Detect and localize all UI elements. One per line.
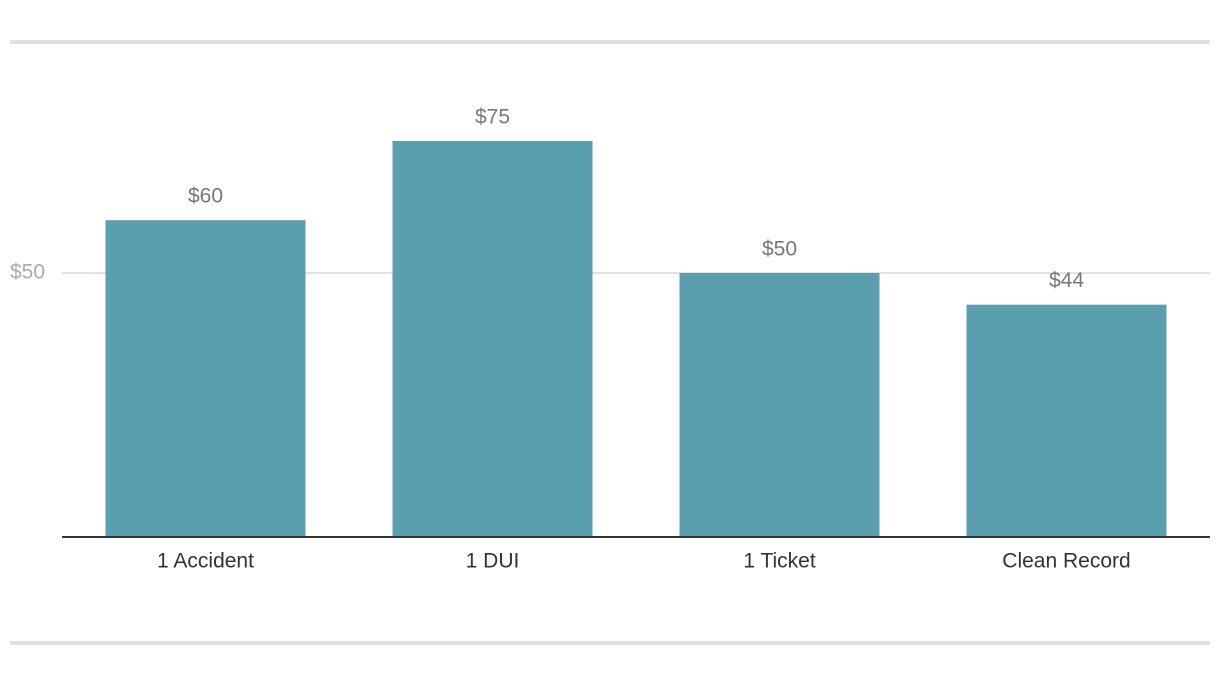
value-label: $44 [1049,269,1084,292]
y-tick-label: $50 [10,261,45,284]
value-label: $50 [762,238,797,261]
bottom-rule [10,641,1210,645]
x-tick-label: 1 Ticket [743,550,816,573]
x-tick-label: 1 DUI [466,550,520,573]
bar [105,220,306,537]
x-tick-label: 1 Accident [157,550,254,573]
value-label: $60 [188,185,223,208]
bar [392,141,593,537]
x-tick-label: Clean Record [1002,550,1130,573]
bar [966,304,1167,537]
bar [679,273,880,537]
value-label: $75 [475,106,510,129]
top-rule [10,40,1210,44]
